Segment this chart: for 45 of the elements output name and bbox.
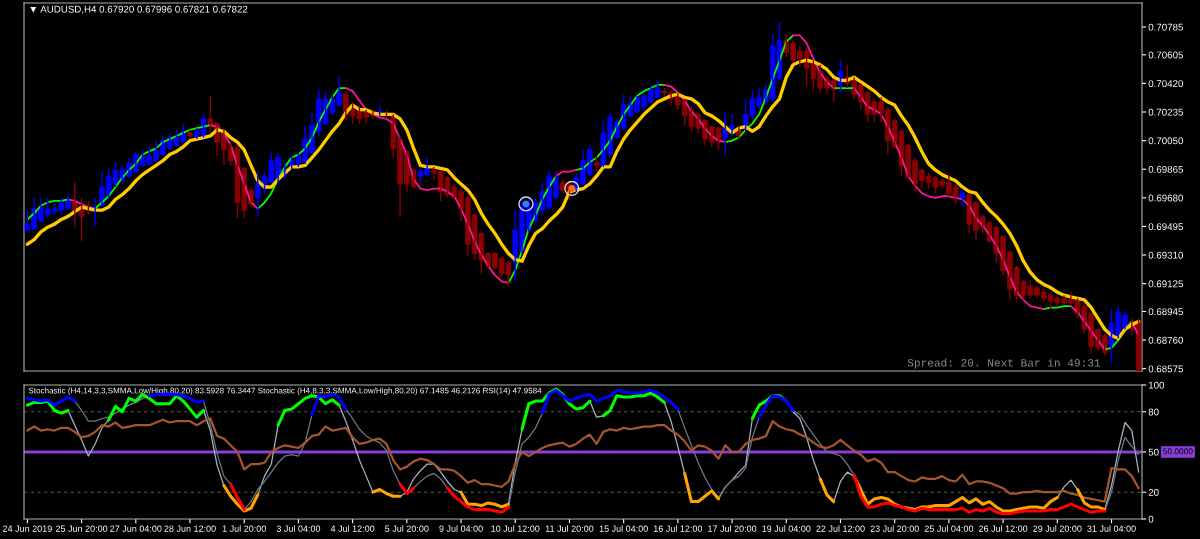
x-tick-label: 3 Jul 04:00 [276, 525, 321, 532]
x-tick-label: 19 Jul 04:00 [762, 525, 811, 532]
x-tick-label: 25 Jun 20:00 [55, 525, 108, 532]
x-tick-label: 1 Jul 20:00 [222, 525, 266, 532]
x-tick-label: 10 Jul 12:00 [491, 525, 540, 532]
x-tick-label: 26 Jul 12:00 [978, 525, 1028, 532]
y-tick-label: 0.70050 [1148, 137, 1184, 145]
y-tick-label: 100 [1148, 381, 1165, 389]
x-tick-label: 29 Jul 20:00 [1033, 525, 1082, 532]
annotation: Spread: 20. Next Bar in 49:31 [907, 358, 1101, 369]
chart-title: ▼ AUDUSD,H4 0.67920 0.67996 0.67821 0.67822 [30, 5, 248, 14]
x-tick-label: 15 Jul 04:00 [599, 525, 648, 532]
y-tick-label: 0.69310 [1148, 251, 1184, 259]
x-tick-label: 22 Jul 12:00 [816, 525, 865, 532]
x-tick-label: 31 Jul 04:00 [1087, 525, 1136, 532]
x-tick-label: 9 Jul 04:00 [439, 525, 483, 532]
y-tick-label: 80 [1148, 408, 1159, 416]
y-tick-label: 0.68760 [1148, 336, 1184, 344]
y-tick-label: 0.68575 [1148, 365, 1183, 373]
x-tick-label: 25 Jul 04:00 [924, 525, 974, 532]
x-tick-label: 11 Jul 20:00 [545, 525, 594, 532]
y-tick-label: 0.70605 [1148, 51, 1183, 59]
y-tick-label: 0 [1148, 515, 1154, 523]
x-tick-label: 4 Jul 12:00 [330, 525, 375, 532]
y-tick-label: 0.70420 [1148, 80, 1184, 88]
y-tick-label: 0.68945 [1148, 308, 1183, 316]
y-tick-label: 0.69495 [1148, 223, 1183, 231]
line-series [26, 417, 1140, 503]
y-tick-label: 0.69680 [1148, 194, 1184, 202]
x-tick-label: 24 Jun 2019 [3, 525, 52, 532]
y-tick-label: 20 [1148, 488, 1159, 496]
x-tick-label: 23 Jul 20:00 [870, 525, 919, 532]
y-tick-label: 50 [1148, 448, 1159, 456]
y-tick-label: 0.69125 [1148, 280, 1183, 288]
y-tick-label: 0.70785 [1148, 23, 1183, 31]
x-tick-label: 27 Jun 04:00 [110, 525, 162, 532]
candlestick [187, 129, 193, 140]
y-tick-label: 0.69865 [1148, 165, 1183, 173]
y-tick-label: 0.70235 [1148, 108, 1183, 116]
x-tick-label: 28 Jun 12:00 [164, 525, 216, 532]
x-tick-label: 16 Jul 12:00 [653, 525, 703, 532]
x-tick-label: 5 Jul 20:00 [385, 525, 429, 532]
x-tick-label: 17 Jul 20:00 [708, 525, 757, 532]
ref-line-label: 50.0000 [1163, 448, 1193, 455]
chart-title: Stochastic (H4,14,3,3,SMMA,Low/High,80,20) 83.5928 76.3447 Stochastic (H4,8,3,3,SMMA,Low/High,80,20) 67.1485 46.2126 RSI(14) 47.9584 [28, 387, 542, 396]
